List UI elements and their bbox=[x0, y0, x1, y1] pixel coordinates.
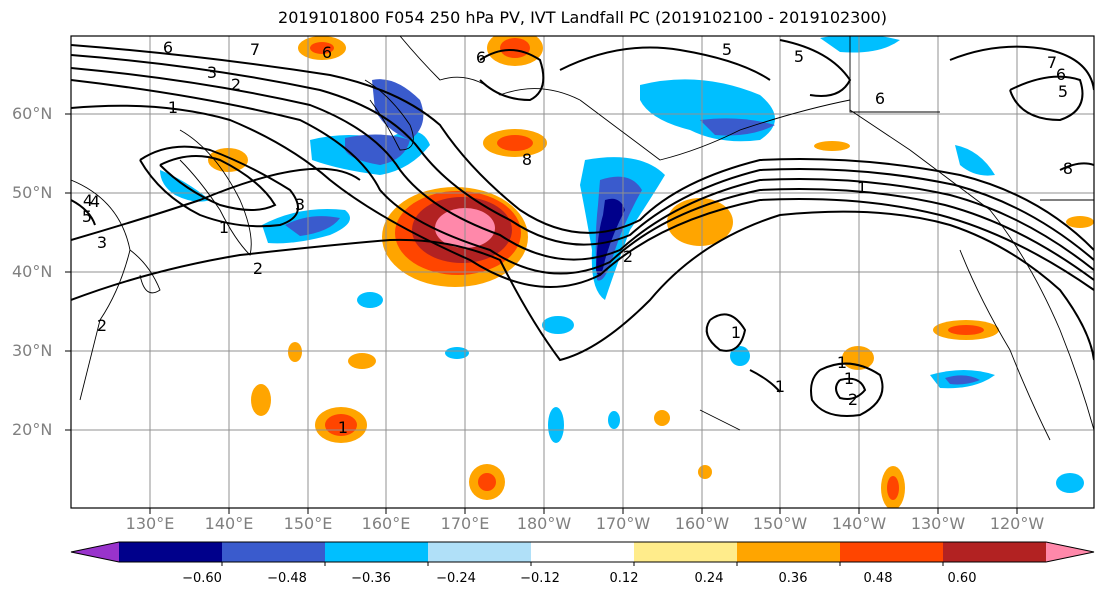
colorbar-tick-label: −0.48 bbox=[267, 571, 307, 586]
colorbar-tick-label: 0.48 bbox=[863, 571, 893, 586]
contour-label: 2 bbox=[253, 259, 263, 278]
contour-label: 2 bbox=[97, 316, 107, 335]
contour-label: 1 bbox=[168, 98, 178, 117]
contour-label: 1 bbox=[837, 353, 847, 372]
lon-label: 150°E bbox=[283, 514, 333, 533]
contour-label: 1 bbox=[338, 418, 348, 437]
lat-label: 60°N bbox=[12, 104, 53, 123]
contour-label: 6 bbox=[875, 89, 885, 108]
colorbar-tick-label: 0.60 bbox=[947, 571, 977, 586]
lon-label: 130°E bbox=[125, 514, 175, 533]
contour-label: 1 bbox=[775, 377, 785, 396]
contour-label: 5 bbox=[1058, 82, 1068, 101]
lon-label: 160°W bbox=[674, 514, 730, 533]
colorbar-extend-low bbox=[71, 542, 119, 562]
contour-label: 7 bbox=[250, 40, 260, 59]
contour-label: 3 bbox=[97, 233, 107, 252]
contour-label: 6 bbox=[322, 43, 332, 62]
colorbar bbox=[70, 541, 1095, 566]
colorbar-tick-label: 0.12 bbox=[609, 571, 639, 586]
contour-label: 3 bbox=[207, 63, 217, 82]
colorbar-tick-label: −0.60 bbox=[182, 571, 222, 586]
contour-label: 8 bbox=[522, 150, 532, 169]
lon-label: 120°W bbox=[989, 514, 1045, 533]
contour-label: 6 bbox=[476, 48, 486, 67]
contour-label: 1 bbox=[844, 369, 854, 388]
colorbar-bin bbox=[737, 542, 840, 562]
map-ticks bbox=[65, 113, 1018, 514]
contour-label: 2 bbox=[231, 75, 241, 94]
contour-label: 5 bbox=[722, 40, 732, 59]
lat-label: 40°N bbox=[12, 262, 53, 281]
colorbar-bin bbox=[840, 542, 943, 562]
lat-label: 30°N bbox=[12, 341, 53, 360]
contour-label: 1 bbox=[219, 218, 229, 237]
colorbar-bin bbox=[943, 542, 1046, 562]
lat-label: 50°N bbox=[12, 183, 53, 202]
colorbar-tick-label: 0.36 bbox=[778, 571, 808, 586]
contour-label: 6 bbox=[163, 38, 173, 57]
contour-label: 6 bbox=[1056, 65, 1066, 84]
contour-label: 8 bbox=[1063, 159, 1073, 178]
pv-contours bbox=[71, 39, 1094, 417]
map-title: 2019101800 F054 250 hPa PV, IVT Landfall… bbox=[278, 8, 887, 27]
colorbar-bin bbox=[428, 542, 531, 562]
colorbar-tick-label: 0.24 bbox=[694, 571, 724, 586]
contour-label: 5 bbox=[82, 207, 92, 226]
contour-label: 2 bbox=[848, 390, 858, 409]
lon-label: 140°W bbox=[831, 514, 887, 533]
colorbar-outline bbox=[70, 541, 1095, 563]
lon-label: 170°W bbox=[595, 514, 651, 533]
colorbar-bin bbox=[634, 542, 737, 562]
colorbar-tick-label: −0.36 bbox=[351, 571, 391, 586]
contour-label: 7 bbox=[1047, 53, 1057, 72]
lon-label: 160°E bbox=[361, 514, 411, 533]
contour-label: 1 bbox=[857, 178, 867, 197]
contour-label: 4 bbox=[90, 192, 100, 211]
colorbar-tick-label: −0.12 bbox=[520, 571, 560, 586]
colorbar-bin bbox=[222, 542, 325, 562]
lon-label: 130°W bbox=[910, 514, 966, 533]
lon-label: 180°W bbox=[516, 514, 572, 533]
contour-labels: 6 4 3 2 1 2 6 5 5 6 6 7 8 4 5 3 3 2 1 8 … bbox=[82, 38, 1073, 437]
colorbar-bin bbox=[325, 542, 428, 562]
lon-label: 170°E bbox=[440, 514, 490, 533]
lon-label: 140°E bbox=[204, 514, 254, 533]
coastlines bbox=[71, 36, 1094, 441]
colorbar-bin bbox=[119, 542, 222, 562]
contour-label: 2 bbox=[623, 247, 633, 266]
colorbar-bin bbox=[531, 542, 634, 562]
contour-label: 4 bbox=[83, 191, 93, 210]
contour-label: 3 bbox=[295, 195, 305, 214]
contour-label: 1 bbox=[731, 323, 741, 342]
contour-label: 5 bbox=[794, 47, 804, 66]
colorbar-tick-label: −0.24 bbox=[436, 571, 476, 586]
colorbar-extend-high bbox=[1046, 542, 1094, 562]
lat-label: 20°N bbox=[12, 420, 53, 439]
lon-label: 150°W bbox=[752, 514, 808, 533]
